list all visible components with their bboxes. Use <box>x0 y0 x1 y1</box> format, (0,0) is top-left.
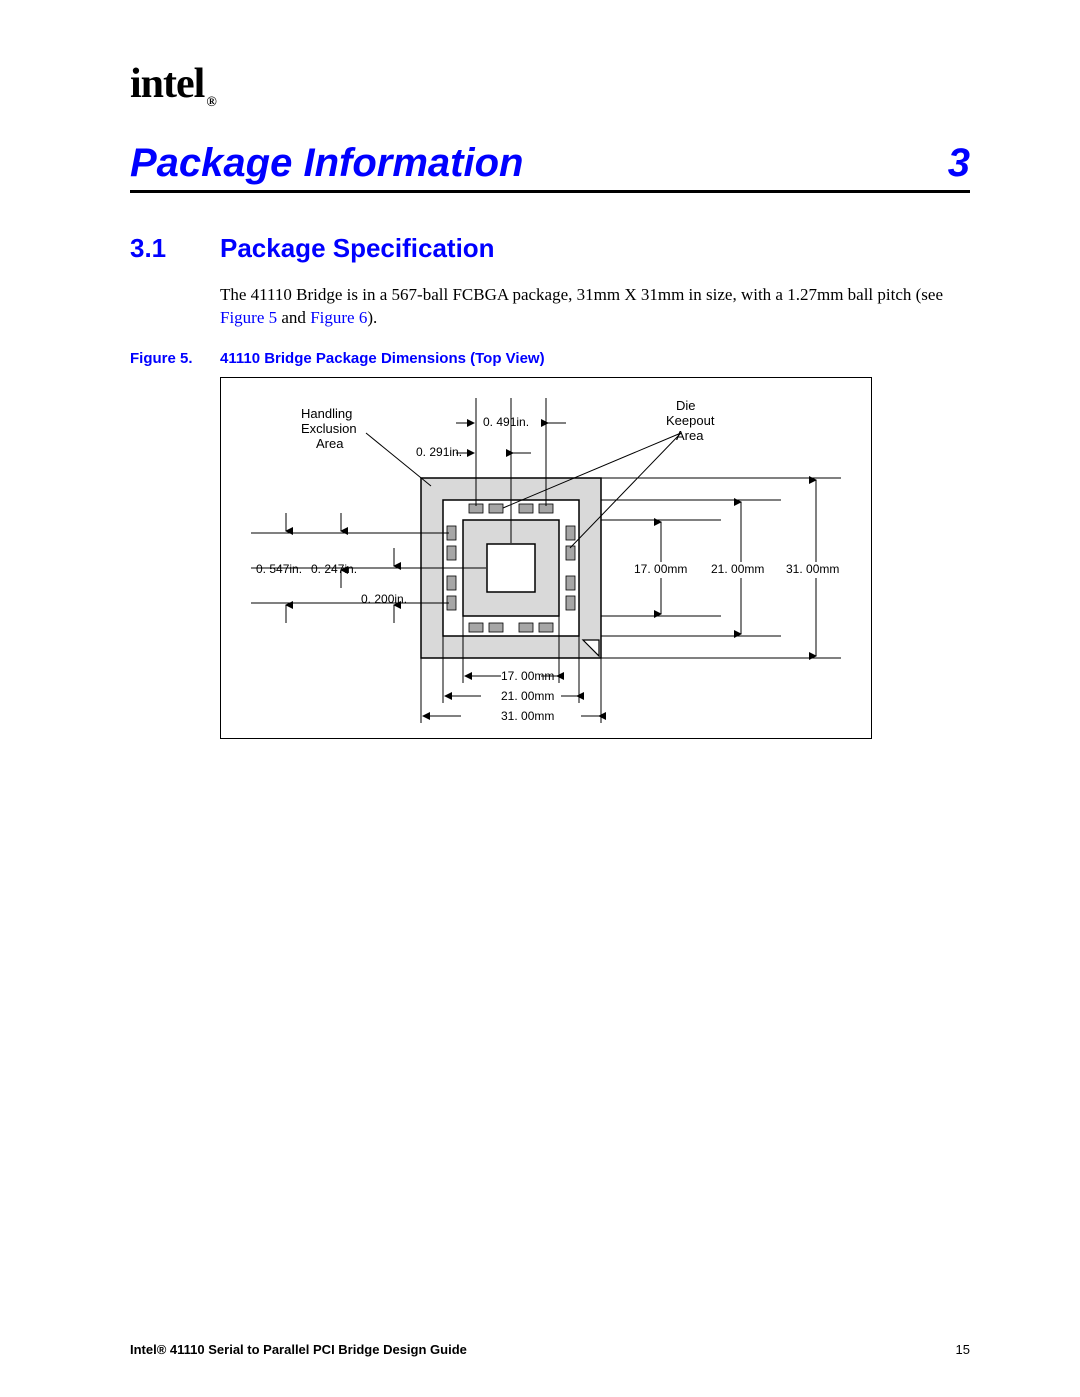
figure-label: Figure 5. <box>130 350 220 367</box>
footer-title: Intel® 41110 Serial to Parallel PCI Brid… <box>130 1342 467 1357</box>
body-text-c: ). <box>367 308 377 327</box>
page-footer: Intel® 41110 Serial to Parallel PCI Brid… <box>130 1342 970 1357</box>
dim-0247: 0. 247in. <box>311 562 357 576</box>
figure-link-6[interactable]: Figure 6 <box>310 308 367 327</box>
figure-link-5[interactable]: Figure 5 <box>220 308 277 327</box>
chapter-title: Package Information <box>130 141 523 186</box>
body-text-a: The 41110 Bridge is in a 567-ball FCBGA … <box>220 285 943 304</box>
chapter-number: 3 <box>948 141 970 186</box>
page-number: 15 <box>956 1342 970 1357</box>
body-paragraph: The 41110 Bridge is in a 567-ball FCBGA … <box>220 284 970 330</box>
dim-0200: 0. 200in. <box>361 592 407 606</box>
dim-0291: 0. 291in. <box>416 445 462 459</box>
label-handling-3: Area <box>316 436 344 451</box>
body-text-b: and <box>277 308 310 327</box>
dim-b31: 31. 00mm <box>501 709 554 723</box>
section-title: Package Specification <box>220 233 495 264</box>
dim-b17: 17. 00mm <box>501 669 554 683</box>
dim-r21: 21. 00mm <box>711 562 764 576</box>
dim-0547: 0. 547in. <box>256 562 302 576</box>
label-die-3: Area <box>676 428 704 443</box>
figure-title: 41110 Bridge Package Dimensions (Top Vie… <box>220 350 545 367</box>
figure-caption: Figure 5.41110 Bridge Package Dimensions… <box>130 350 970 367</box>
package-diagram: Handling Exclusion Area Die Keepout Area… <box>220 377 872 739</box>
label-die-2: Keepout <box>666 413 715 428</box>
dim-0491: 0. 491in. <box>483 415 529 429</box>
label-handling-1: Handling <box>301 406 352 421</box>
dim-b21: 21. 00mm <box>501 689 554 703</box>
label-die-1: Die <box>676 398 696 413</box>
label-handling-2: Exclusion <box>301 421 357 436</box>
chapter-header: Package Information 3 <box>130 141 970 193</box>
section-number: 3.1 <box>130 233 220 264</box>
dim-r17: 17. 00mm <box>634 562 687 576</box>
intel-logo: intel® <box>130 60 970 111</box>
dim-r31: 31. 00mm <box>786 562 839 576</box>
section-header: 3.1 Package Specification <box>130 233 970 264</box>
